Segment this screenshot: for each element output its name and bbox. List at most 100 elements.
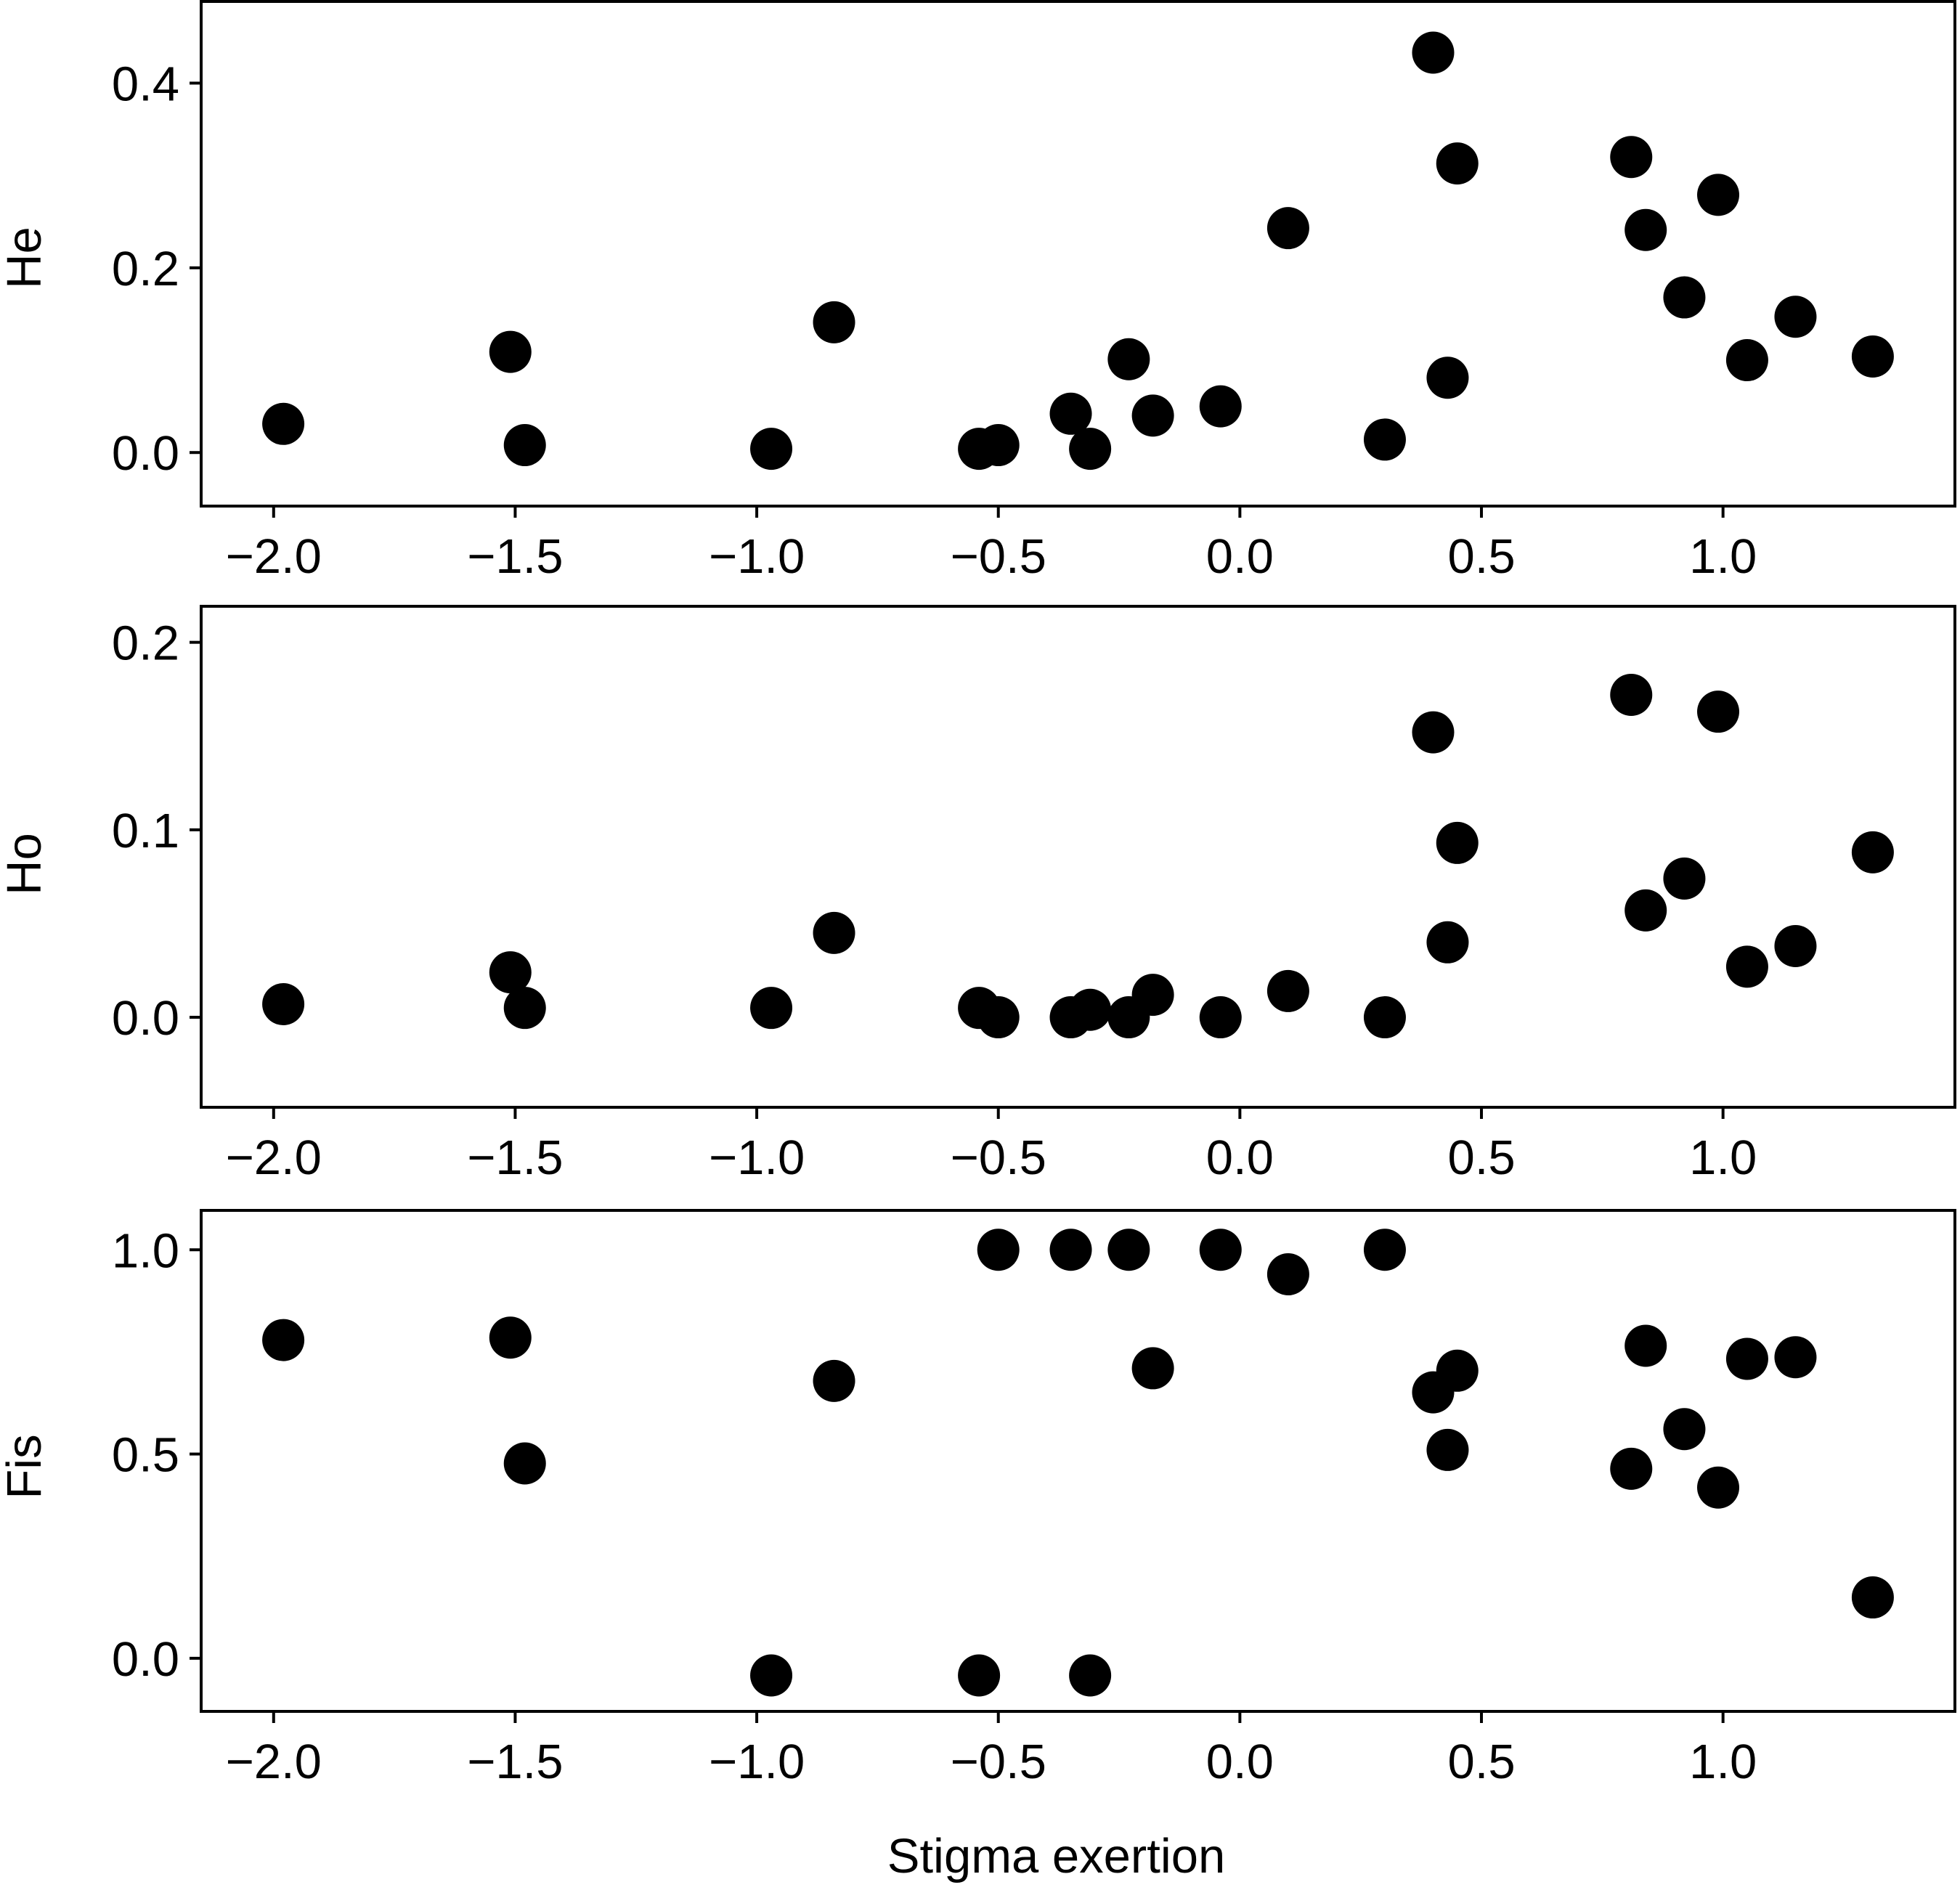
fis-plot-frame <box>200 1209 1956 1713</box>
ho-data-point <box>1610 673 1653 716</box>
ho-data-point <box>1363 996 1406 1039</box>
ho-data-point <box>503 987 546 1030</box>
fis-data-point <box>1049 1229 1092 1271</box>
ho-data-point <box>1774 924 1817 967</box>
fis-data-point <box>1774 1336 1817 1379</box>
ho-x-tick-label: −2.0 <box>226 1131 322 1185</box>
fis-y-tick-label: 0.0 <box>112 1632 179 1687</box>
he-data-point <box>1725 339 1768 382</box>
fis-x-tick-label: 0.5 <box>1447 1735 1515 1789</box>
fis-data-point <box>489 1316 532 1359</box>
he-data-point <box>1774 296 1817 338</box>
he-x-tick-label: 1.0 <box>1689 529 1757 584</box>
he-x-tick-label: −2.0 <box>226 529 322 584</box>
ho-data-point <box>1412 711 1455 754</box>
fis-data-point <box>1199 1229 1242 1271</box>
he-y-tick-label: 0.4 <box>112 57 179 111</box>
he-plot-frame <box>200 0 1956 508</box>
he-data-point <box>1436 142 1479 185</box>
fis-data-point <box>750 1654 793 1697</box>
fis-data-point <box>958 1654 1001 1697</box>
ho-y-tick-label: 0.0 <box>112 991 179 1046</box>
fis-x-tick-label: 1.0 <box>1689 1735 1757 1789</box>
ho-data-point <box>1199 996 1242 1039</box>
he-data-point <box>1069 428 1112 471</box>
he-data-point <box>1851 335 1894 378</box>
he-data-point <box>1610 136 1653 179</box>
fis-data-point <box>1363 1229 1406 1271</box>
fis-data-point <box>1697 1466 1740 1509</box>
ho-data-point <box>1725 945 1768 988</box>
ho-y-tick-label: 0.1 <box>112 804 179 858</box>
he-data-point <box>489 330 532 373</box>
ho-data-point <box>1697 691 1740 733</box>
fis-data-point <box>1610 1447 1653 1490</box>
he-data-point <box>1412 31 1455 74</box>
he-data-point <box>1697 174 1740 216</box>
he-data-point <box>1049 392 1092 435</box>
he-x-tick-label: −1.5 <box>467 529 563 584</box>
he-x-tick-label: −0.5 <box>951 529 1046 584</box>
he-data-point <box>977 424 1020 467</box>
fis-data-point <box>1131 1347 1174 1390</box>
fis-x-axis-label: Stigma exertion <box>887 1829 1226 1883</box>
ho-data-point <box>1266 969 1309 1012</box>
he-data-point <box>262 402 305 445</box>
he-data-point <box>813 301 855 343</box>
ho-data-point <box>1069 988 1112 1031</box>
ho-x-tick-label: 0.0 <box>1206 1131 1274 1185</box>
fis-data-point <box>1725 1337 1768 1380</box>
he-data-point <box>1131 394 1174 437</box>
he-data-point <box>750 428 793 471</box>
fis-x-tick-label: 0.0 <box>1206 1735 1274 1789</box>
ho-y-axis-label: Ho <box>0 833 52 895</box>
he-x-tick-label: 0.5 <box>1447 529 1515 584</box>
he-x-tick-label: −1.0 <box>709 529 805 584</box>
fis-x-tick-label: −0.5 <box>951 1735 1046 1789</box>
ho-x-tick-label: −0.5 <box>951 1131 1046 1185</box>
fis-x-tick-label: −1.5 <box>467 1735 563 1789</box>
fis-data-point <box>1851 1576 1894 1619</box>
fis-x-tick-label: −1.0 <box>709 1735 805 1789</box>
ho-x-tick-label: −1.0 <box>709 1131 805 1185</box>
he-data-point <box>1624 208 1667 251</box>
fis-data-point <box>1069 1654 1112 1697</box>
fis-data-point <box>1436 1349 1479 1392</box>
ho-data-point <box>1663 857 1706 900</box>
he-y-axis-label: He <box>0 227 52 289</box>
ho-plot-frame <box>200 605 1956 1109</box>
he-data-point <box>1363 418 1406 461</box>
ho-data-point <box>1131 974 1174 1017</box>
ho-data-point <box>977 996 1020 1039</box>
fis-y-tick-label: 0.5 <box>112 1428 179 1483</box>
fis-y-axis-label: Fis <box>0 1434 52 1499</box>
fis-data-point <box>503 1442 546 1485</box>
fis-data-point <box>1266 1253 1309 1296</box>
fis-data-point <box>1107 1229 1150 1271</box>
fis-panel: −2.0 −1.5 −1.0 −0.5 0.0 0.5 1.0 0.0 0.5 1.0 Fis Sti… <box>0 1209 1956 1883</box>
he-data-point <box>1199 385 1242 428</box>
fis-data-point <box>1624 1324 1667 1367</box>
he-data-point <box>1107 338 1150 380</box>
fis-x-tick-label: −2.0 <box>226 1735 322 1789</box>
fis-data-point <box>977 1229 1020 1271</box>
he-x-tick-label: 0.0 <box>1206 529 1274 584</box>
fis-data-point <box>1426 1428 1469 1471</box>
fis-y-tick-label: 1.0 <box>112 1223 179 1278</box>
ho-data-point <box>1851 831 1894 873</box>
he-y-tick-label: 0.2 <box>112 242 179 296</box>
ho-data-point <box>813 911 855 954</box>
ho-x-tick-label: 1.0 <box>1689 1131 1757 1185</box>
he-y-tick-label: 0.0 <box>112 426 179 481</box>
ho-y-tick-label: 0.2 <box>112 616 179 671</box>
he-data-point <box>1266 207 1309 250</box>
ho-panel: −2.0 −1.5 −1.0 −0.5 0.0 0.5 1.0 0.0 0.1 0.2 Ho <box>0 605 1956 1185</box>
ho-data-point <box>1436 821 1479 864</box>
ho-data-point <box>262 982 305 1025</box>
ho-data-point <box>750 987 793 1030</box>
fis-data-point <box>813 1359 855 1402</box>
ho-data-point <box>1426 921 1469 964</box>
ho-x-tick-label: 0.5 <box>1447 1131 1515 1185</box>
ho-data-point <box>489 951 532 994</box>
